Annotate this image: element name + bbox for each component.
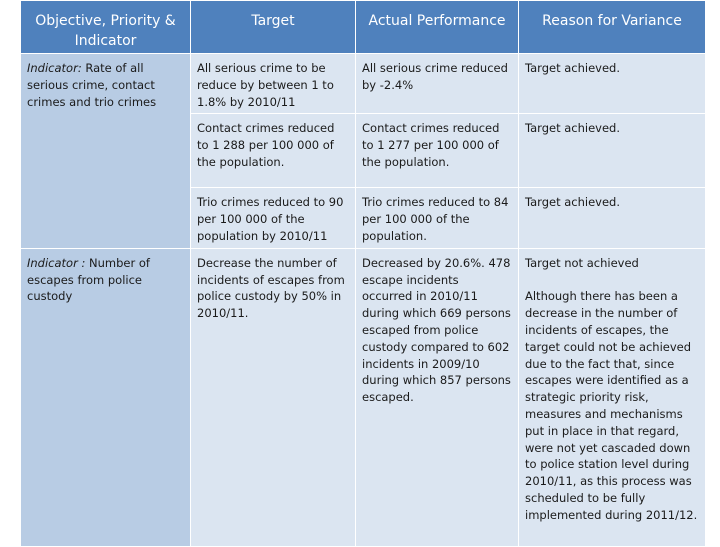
table-row: Indicator: Rate of all serious crime, co…	[20, 52, 706, 249]
indicator-cell-crime: Indicator: Rate of all serious crime, co…	[20, 53, 191, 249]
actual-cell: Contact crimes reduced to 1 277 per 100 …	[355, 113, 519, 189]
header-objective: Objective, Priority & Indicator	[20, 0, 191, 54]
reason-explanation: Although there has been a decrease in th…	[525, 289, 698, 522]
target-cell: All serious crime to be reduce by betwee…	[190, 52, 356, 115]
target-cell: Decrease the number of incidents of esca…	[190, 247, 356, 547]
indicator-text: Number of escapes from police custody	[27, 255, 150, 304]
table-row: Indicator : Number of escapes from polic…	[20, 247, 706, 547]
reason-cell: Target achieved.	[518, 113, 706, 189]
table-row: Contact crimes reduced to 1 288 per 100 …	[21, 113, 706, 189]
header-reason-for-variance: Reason for Variance	[518, 0, 706, 54]
actual-cell: Trio crimes reduced to 84 per 100 000 of…	[355, 187, 519, 249]
reason-cell: Target achieved.	[518, 187, 706, 249]
actual-cell: Decreased by 20.6%. 478 escape incidents…	[355, 247, 519, 547]
header-actual-performance: Actual Performance	[355, 0, 519, 54]
reason-cell: Target achieved.	[518, 52, 706, 115]
target-cell: Contact crimes reduced to 1 288 per 100 …	[190, 113, 356, 189]
reason-status: Target not achieved	[525, 255, 639, 270]
actual-cell: All serious crime reduced by -2.4%	[355, 52, 519, 115]
indicator-text: Rate of all serious crime, contact crime…	[27, 61, 157, 109]
reason-cell: Target not achieved Although there has be…	[518, 247, 706, 547]
header-target: Target	[190, 0, 356, 54]
table-row: Trio crimes reduced to 90 per 100 000 of…	[21, 187, 706, 249]
target-cell: Trio crimes reduced to 90 per 100 000 of…	[190, 187, 356, 249]
performance-table: Objective, Priority & Indicator Target A…	[20, 0, 706, 547]
indicator-label: Indicator :	[27, 255, 86, 270]
indicator-label: Indicator:	[27, 61, 82, 75]
header-row: Objective, Priority & Indicator Target A…	[20, 0, 706, 54]
indicator-cell-escapes: Indicator : Number of escapes from polic…	[20, 247, 191, 547]
